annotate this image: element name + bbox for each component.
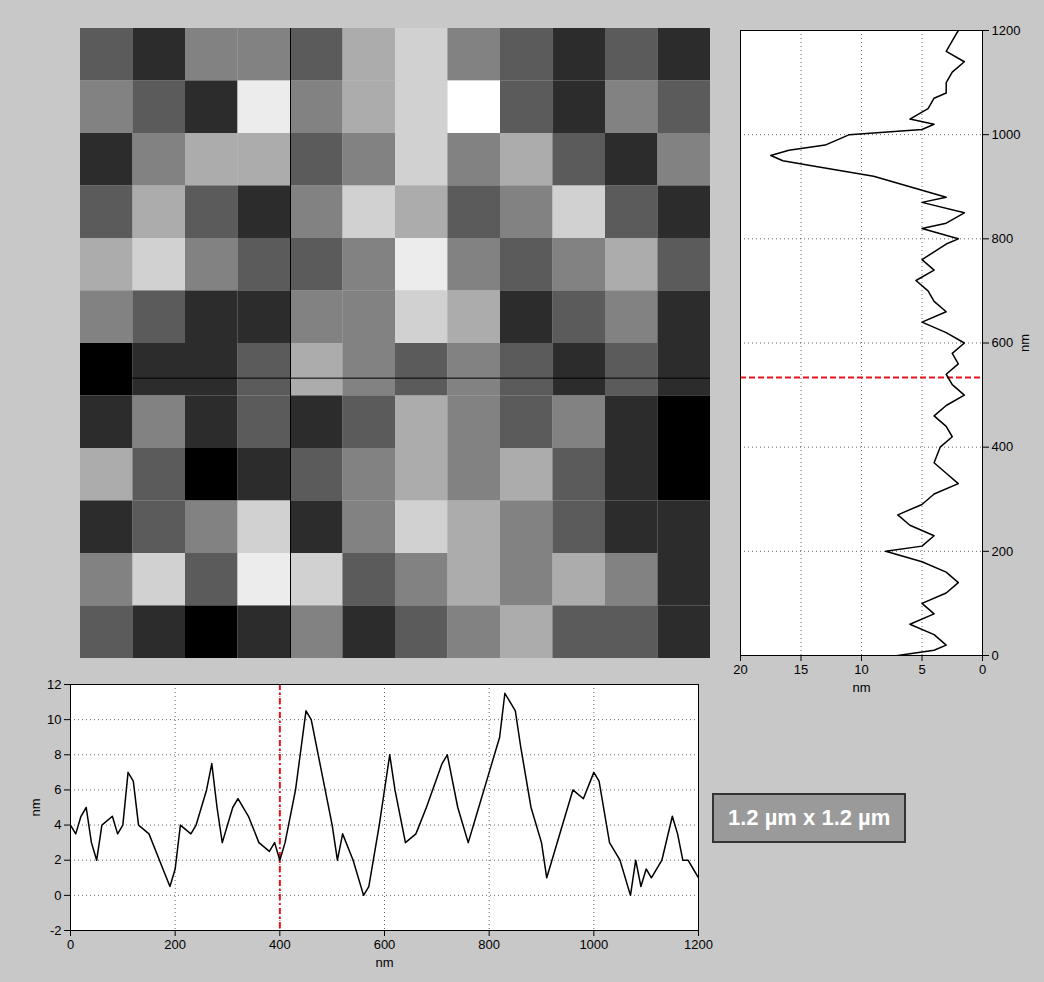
svg-text:0: 0: [979, 662, 986, 677]
svg-text:400: 400: [992, 439, 1014, 454]
svg-text:10: 10: [47, 712, 61, 727]
svg-text:6: 6: [54, 782, 61, 797]
svg-text:0: 0: [54, 888, 61, 903]
svg-text:20: 20: [733, 662, 747, 677]
svg-text:600: 600: [374, 937, 396, 952]
svg-text:12: 12: [47, 677, 61, 692]
svg-text:10: 10: [854, 662, 868, 677]
svg-text:600: 600: [992, 335, 1014, 350]
svg-text:nm: nm: [1017, 334, 1032, 352]
svg-text:nm: nm: [375, 955, 393, 970]
svg-text:1200: 1200: [684, 937, 713, 952]
svg-text:2: 2: [54, 852, 61, 867]
svg-text:15: 15: [794, 662, 808, 677]
svg-text:nm: nm: [28, 798, 43, 816]
svg-text:8: 8: [54, 747, 61, 762]
svg-text:400: 400: [269, 937, 291, 952]
svg-text:800: 800: [992, 231, 1014, 246]
svg-text:800: 800: [478, 937, 500, 952]
svg-text:-2: -2: [50, 923, 62, 938]
svg-text:200: 200: [164, 937, 186, 952]
svg-text:1000: 1000: [579, 937, 608, 952]
svg-text:0: 0: [67, 937, 74, 952]
svg-text:1000: 1000: [992, 127, 1021, 142]
svg-text:200: 200: [992, 543, 1014, 558]
svg-text:nm: nm: [852, 680, 870, 695]
svg-text:5: 5: [918, 662, 925, 677]
svg-text:1200: 1200: [992, 23, 1021, 38]
svg-text:0: 0: [992, 648, 999, 663]
svg-text:4: 4: [54, 817, 61, 832]
html-text:1.2 µm x 1.2 µm: 1.2 µm x 1.2 µm: [728, 805, 891, 830]
